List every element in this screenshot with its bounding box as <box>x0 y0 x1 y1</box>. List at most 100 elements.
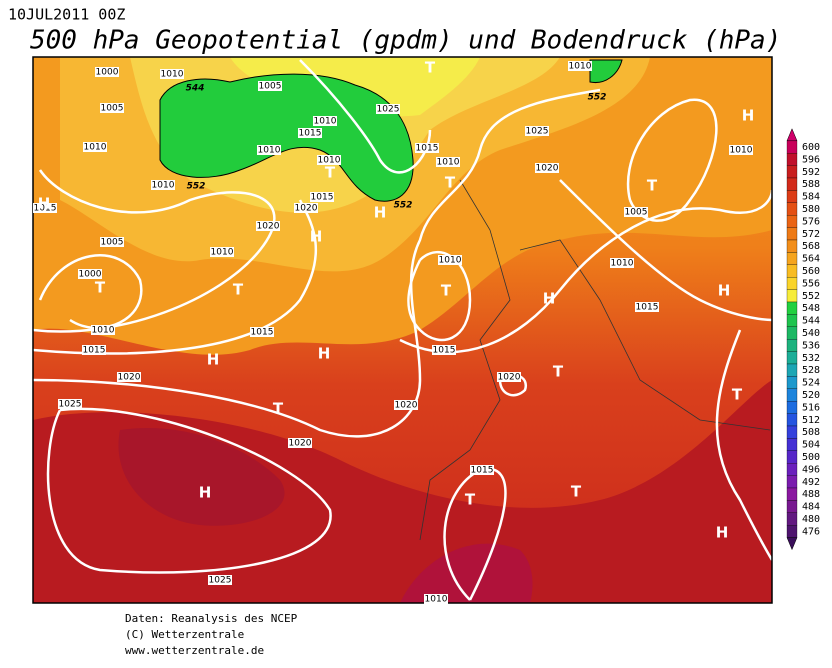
scale-swatch <box>786 165 798 179</box>
map-labels: 1000 1010 1005 1005 1025 1010 1015 1010 1010 1015… <box>33 59 754 605</box>
isobar-label: 1010 <box>437 158 460 168</box>
label-bg <box>82 345 106 355</box>
label-bg <box>568 61 592 71</box>
isobar-label: 1015 <box>251 328 274 338</box>
scale-label: 480 <box>802 514 820 525</box>
scale-label: 488 <box>802 489 820 500</box>
scale-swatch <box>786 376 798 389</box>
isobar-label: 1010 <box>611 259 634 269</box>
scale-swatch <box>786 388 798 402</box>
pressure-center: T <box>732 386 743 404</box>
label-bg <box>258 81 282 91</box>
label-bg <box>376 104 400 114</box>
label-bg <box>160 69 184 79</box>
label-bg <box>313 116 337 126</box>
scale-label: 476 <box>802 526 820 537</box>
isobar-label: 1025 <box>59 400 82 410</box>
scale-label: 540 <box>802 328 820 339</box>
label-bg <box>438 255 462 265</box>
scale-label: 492 <box>802 477 820 488</box>
pressure-center: H <box>543 290 556 308</box>
label-bg <box>256 221 280 231</box>
label-bg <box>424 594 448 604</box>
scale-label: 512 <box>802 415 820 426</box>
label-bg <box>210 247 234 257</box>
label-bg <box>250 327 274 337</box>
isobar-label: 1010 <box>84 143 107 153</box>
label-bg <box>33 203 57 213</box>
scale-label: 556 <box>802 278 820 289</box>
contour-label: 552 <box>187 182 206 192</box>
scale-swatch <box>786 277 798 290</box>
scale-label: 564 <box>802 254 820 265</box>
isobar-label: 1015 <box>299 129 322 139</box>
pressure-center: T <box>465 491 476 509</box>
isobar-label: 1010 <box>318 156 341 166</box>
scale-swatch <box>786 487 798 501</box>
label-bg <box>310 192 334 202</box>
scale-swatch <box>786 239 798 253</box>
isobar-label: 1020 <box>295 204 318 214</box>
pressure-center: H <box>310 228 323 246</box>
label-bg <box>78 269 102 279</box>
scale-swatch <box>786 512 798 526</box>
scale-label: 508 <box>802 427 820 438</box>
footer-line: www.wetterzentrale.de <box>125 644 264 657</box>
scale-label: 552 <box>802 291 820 302</box>
label-bg <box>317 155 341 165</box>
label-bg <box>470 465 494 475</box>
contour-label: 552 <box>588 93 607 103</box>
scale-label: 524 <box>802 378 820 389</box>
isobar-label: 1015 <box>471 466 494 476</box>
scale-swatch <box>786 140 798 154</box>
scale-label: 528 <box>802 365 820 376</box>
pressure-center: T <box>445 174 456 192</box>
pressure-center: H <box>742 107 755 125</box>
scale-swatch <box>786 227 798 241</box>
label-bg <box>151 180 175 190</box>
label-bg <box>100 237 124 247</box>
isobar-label: 1000 <box>79 270 102 280</box>
pressure-center: T <box>553 363 564 381</box>
footer-line: Daten: Reanalysis des NCEP <box>125 612 298 625</box>
isobar-label: 1025 <box>377 105 400 115</box>
scale-cap <box>786 537 798 551</box>
scale-swatch <box>786 450 798 464</box>
isobar-label: 1015 <box>311 193 334 203</box>
isobar-label: 1015 <box>83 346 106 356</box>
label-bg <box>624 207 648 217</box>
scale-label: 484 <box>802 502 820 513</box>
scale-swatch <box>786 215 798 228</box>
scale-swatch <box>786 425 798 439</box>
isobar-label: 1005 <box>101 238 124 248</box>
isobar-label: 1010 <box>569 62 592 72</box>
pressure-center: H <box>374 204 387 222</box>
scale-label: 500 <box>802 452 820 463</box>
scale-swatch <box>786 153 798 166</box>
isobar-label: 1020 <box>498 373 521 383</box>
isobar-label: 1005 <box>259 82 282 92</box>
color-scale: 6005965925885845805765725685645605565525… <box>786 128 820 551</box>
label-bg <box>298 128 322 138</box>
label-bg <box>95 67 119 77</box>
pressure-center: H <box>38 195 51 213</box>
scale-swatch <box>786 190 798 203</box>
scale-label: 532 <box>802 353 820 364</box>
pressure-center: T <box>95 279 106 297</box>
scale-label: 576 <box>802 216 820 227</box>
isobar-label: 1005 <box>101 104 124 114</box>
label-bg <box>432 345 456 355</box>
isobar-label: 1010 <box>730 146 753 156</box>
map <box>33 57 772 603</box>
isobar-label: 1005 <box>625 208 648 218</box>
label-bg <box>394 400 418 410</box>
scale-swatch <box>786 351 798 365</box>
isobar-label: 1010 <box>152 181 175 191</box>
scale-swatch <box>786 401 798 414</box>
scale-swatch <box>786 289 798 303</box>
pressure-center: T <box>647 177 658 195</box>
scale-label: 592 <box>802 167 820 178</box>
isobar-label: 1015 <box>433 346 456 356</box>
scale-swatch <box>786 463 798 476</box>
